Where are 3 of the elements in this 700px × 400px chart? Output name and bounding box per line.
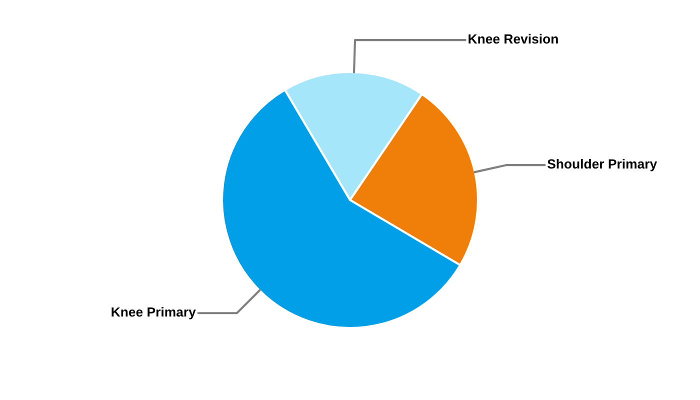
slice-label: Knee Primary (112, 306, 196, 320)
slice-label: Shoulder Primary (547, 158, 658, 172)
slice-label: Knee Revision (468, 34, 558, 44)
